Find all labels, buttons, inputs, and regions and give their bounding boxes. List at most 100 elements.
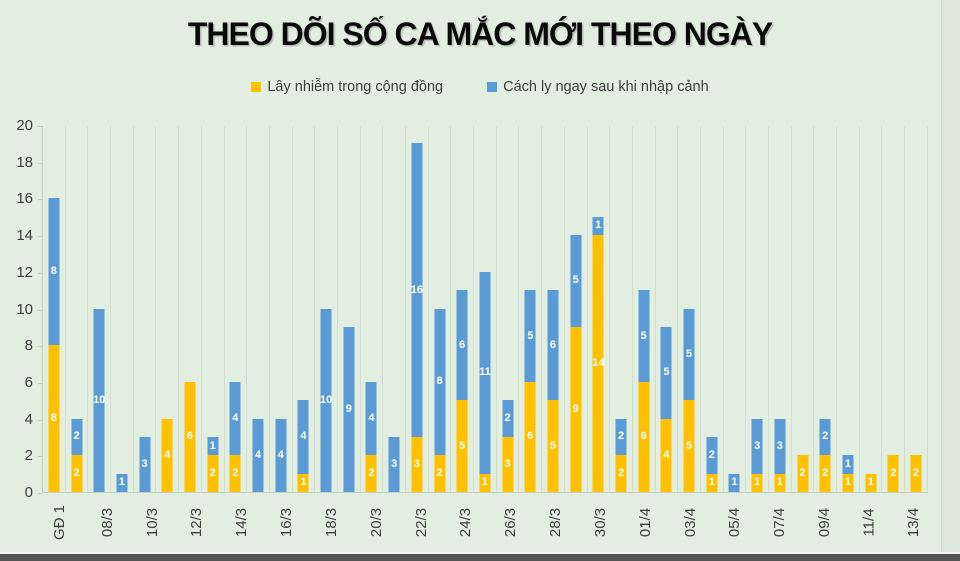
y-tick-label: 18	[16, 153, 33, 171]
x-tick-cell: 24/3	[451, 496, 480, 548]
x-tick-cell	[122, 496, 138, 548]
bar-segment-imported: 5	[683, 308, 695, 401]
y-tick-label: 6	[24, 373, 33, 391]
stacked-bar: 3	[139, 436, 151, 492]
x-tick-label: 26/3	[502, 507, 520, 537]
y-tick-mark	[38, 126, 42, 127]
x-tick-cell	[436, 496, 452, 548]
stacked-bar: 9	[343, 326, 355, 492]
bar-segment-community: 2	[434, 455, 446, 492]
stacked-bar: 1	[116, 473, 128, 492]
bar-segment-community: 6	[638, 381, 650, 492]
x-tick-cell: 10/3	[138, 496, 167, 548]
x-tick-cell: 30/3	[586, 496, 615, 548]
category-column: 4	[156, 126, 180, 492]
category-column: 1	[724, 126, 747, 492]
bar-segment-imported: 4	[229, 381, 241, 456]
segment-value-label: 4	[300, 430, 307, 443]
x-tick-label: 05/4	[726, 507, 744, 537]
x-tick-cell	[525, 496, 541, 548]
x-tick-cell: 14/3	[227, 496, 256, 548]
legend-label-imported: Cách ly ngay sau khi nhập cảnh	[503, 79, 709, 95]
stacked-bar: 2	[910, 455, 922, 492]
x-tick-label: 30/3	[592, 507, 610, 537]
x-tick-cell: 20/3	[362, 496, 391, 548]
y-tick-mark	[38, 309, 42, 311]
x-tick-cell	[256, 496, 272, 548]
segment-value-label: 2	[368, 467, 375, 480]
y-tick-mark	[38, 162, 42, 164]
bar-segment-community: 1	[706, 473, 718, 492]
segment-value-label: 2	[617, 467, 625, 480]
x-tick-label: 28/3	[547, 507, 565, 537]
segment-value-label: 4	[663, 448, 670, 461]
category-column: 2	[905, 126, 928, 492]
x-tick-label: 09/4	[816, 507, 834, 537]
bar-segment-community: 9	[570, 326, 582, 492]
x-tick-cell	[705, 496, 721, 548]
segment-value-label: 4	[368, 412, 375, 425]
segment-value-label: 1	[595, 219, 602, 232]
legend-item-imported: Cách ly ngay sau khi nhập cảnh	[487, 79, 709, 95]
x-tick-label: 14/3	[233, 507, 251, 537]
bar-segment-community: 6	[524, 381, 536, 492]
category-column: 6	[179, 126, 202, 492]
segment-value-label: 3	[413, 457, 420, 470]
category-column: 10	[315, 126, 338, 492]
x-tick-label: 03/4	[681, 507, 699, 537]
segment-value-label: 8	[436, 375, 443, 388]
x-tick-label: 01/4	[636, 507, 654, 537]
bar-segment-imported: 16	[411, 143, 423, 437]
plot-area: 8 8 2 2 10 1 3 4 6 1 2 4 2 4 4 4 1 10 9 4 2 3 16 3 8 2 6 5 11 1 2 3 5 6 6 5…	[42, 126, 928, 493]
bar-segment-imported: 5	[660, 326, 672, 419]
x-tick-cell	[167, 496, 183, 548]
category-column: 2	[882, 126, 906, 492]
stacked-bar: 1 14	[592, 216, 605, 492]
x-tick-cell	[795, 496, 811, 548]
segment-value-label: 1	[708, 476, 715, 489]
segment-value-label: 4	[164, 448, 171, 461]
segment-value-label: 5	[663, 366, 670, 379]
legend-item-community: Lây nhiễm trong cộng đồng	[251, 79, 443, 95]
bar-segment-imported: 4	[275, 418, 287, 492]
segment-value-label: 2	[73, 430, 80, 443]
bar-segment-imported: 6	[456, 290, 468, 401]
stacked-bar: 4	[252, 418, 264, 492]
x-tick-cell: 11/4	[855, 496, 883, 548]
category-column: 16 3	[406, 126, 429, 492]
bar-segment-imported: 8	[434, 308, 446, 456]
segment-value-label: 6	[527, 430, 534, 443]
category-column: 4	[247, 126, 270, 492]
bar-segment-imported: 1	[116, 473, 128, 492]
segment-value-label: 3	[754, 439, 761, 452]
x-tick-label: 08/3	[98, 507, 116, 537]
bar-segment-imported: 10	[93, 308, 105, 492]
segment-value-label: 14	[592, 357, 605, 370]
x-tick-cell	[481, 496, 497, 548]
y-axis: 0 2 4 6 8 10 12 14 16 18 20	[0, 117, 42, 501]
x-tick-cell: 08/3	[93, 496, 122, 548]
y-tick-mark	[38, 382, 42, 384]
y-tick-mark	[38, 236, 42, 238]
x-tick-cell	[750, 496, 766, 548]
stacked-bar: 16 3	[411, 143, 423, 492]
y-tick-label: 16	[16, 190, 33, 208]
x-tick-label: 07/4	[771, 507, 789, 537]
y-tick-label: 0	[24, 484, 33, 501]
segment-value-label: 5	[640, 329, 647, 342]
chart-title: THEO DÕI SỐ CA MẮC MỚI THEO NGÀY	[187, 16, 773, 52]
stacked-bar: 1	[865, 473, 877, 492]
x-tick-cell	[615, 496, 631, 548]
bar-segment-community: 3	[502, 436, 514, 492]
